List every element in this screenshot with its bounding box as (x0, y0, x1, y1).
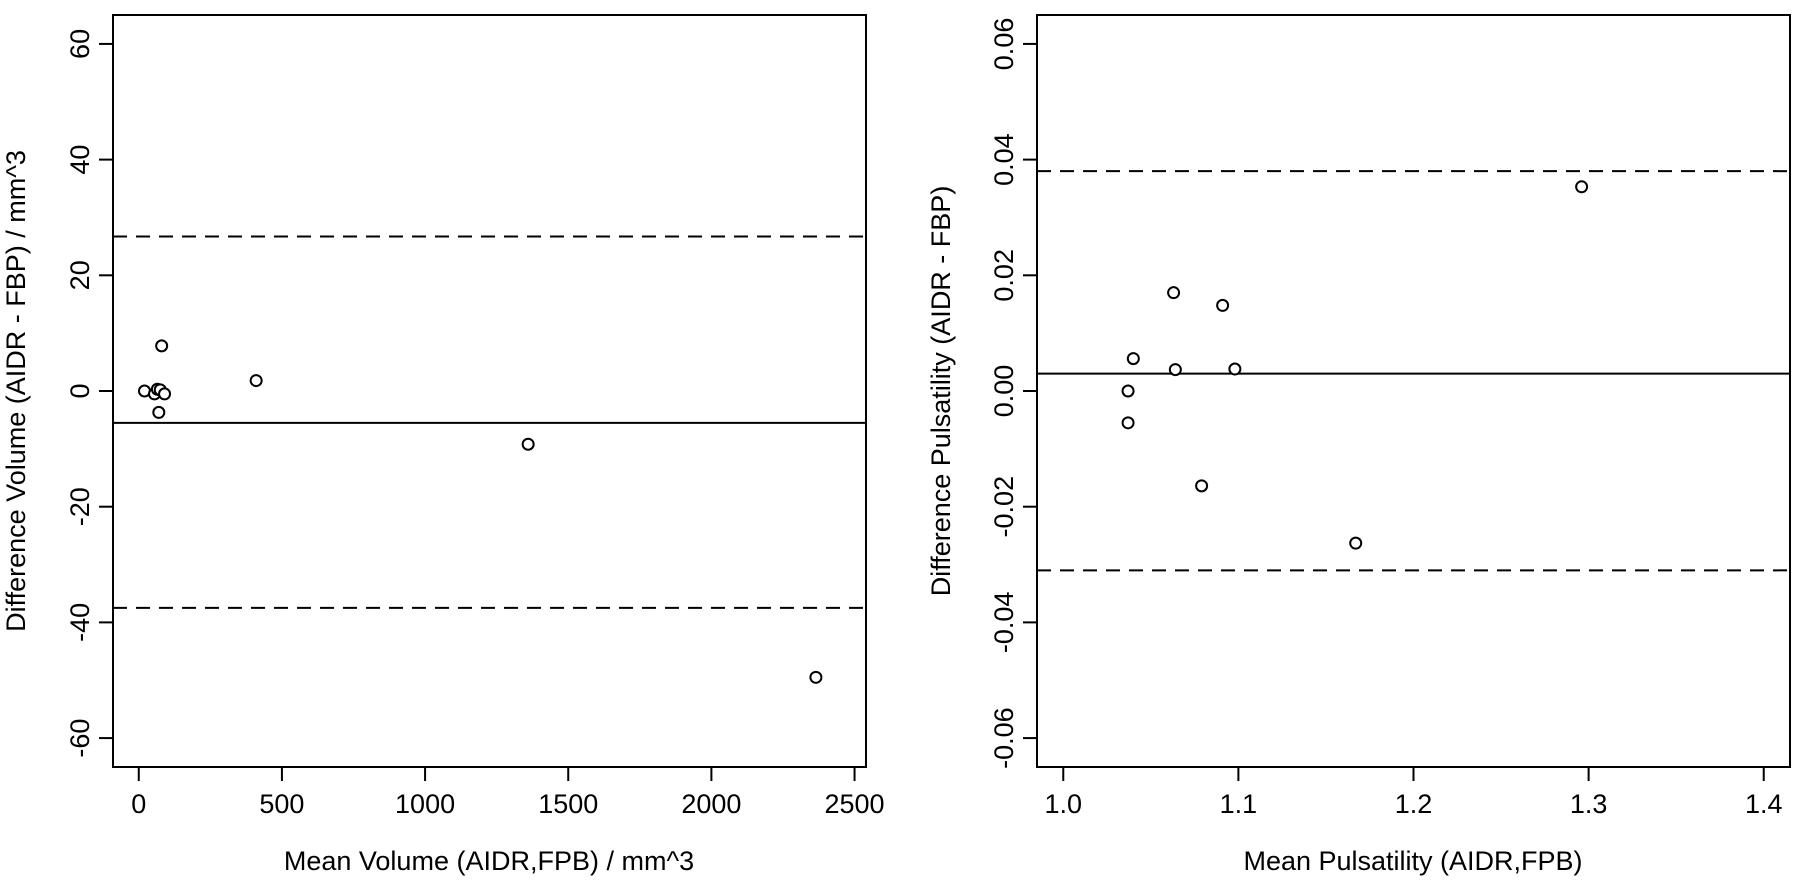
volume-panel: 0 500 1000 1500 2000 2500 -60 -40 -20 0 20 40 60 Me… (1, 14, 885, 876)
pulsatility-y-axis-label: Difference Pulsatility (AIDR - FBP) (926, 186, 956, 597)
data-point (152, 405, 166, 419)
pulsatility-reference-lines (1037, 170, 1790, 572)
volume-y-axis: -60 -40 -20 0 20 40 60 (65, 29, 113, 758)
volume-points (137, 339, 823, 684)
data-point (1168, 363, 1182, 377)
y-tick-label: -40 (65, 603, 95, 642)
data-point (155, 339, 169, 353)
volume-x-axis: 0 500 1000 1500 2000 2500 (131, 767, 885, 819)
y-tick-label: -60 (65, 719, 95, 758)
y-tick-label: -0.02 (989, 476, 1019, 538)
pulsatility-x-axis-label: Mean Pulsatility (AIDR,FPB) (1243, 846, 1582, 876)
y-tick-label: 60 (65, 29, 95, 59)
data-point (1167, 286, 1181, 300)
x-tick-label: 1.1 (1220, 789, 1258, 819)
y-tick-label: -0.06 (989, 707, 1019, 769)
x-tick-label: 1.4 (1745, 789, 1783, 819)
x-tick-label: 1000 (395, 789, 455, 819)
x-tick-label: 2500 (825, 789, 885, 819)
data-point (249, 374, 263, 388)
data-point (1216, 298, 1230, 312)
y-tick-label: 0 (65, 383, 95, 398)
y-tick-label: -0.04 (989, 592, 1019, 654)
pulsatility-y-axis: -0.06 -0.04 -0.02 0.00 0.02 0.04 0.06 (989, 18, 1037, 769)
data-point (1349, 536, 1363, 550)
data-point (1228, 362, 1242, 376)
x-tick-label: 0 (131, 789, 146, 819)
data-point (1121, 384, 1135, 398)
data-point (809, 670, 823, 684)
volume-y-axis-label: Difference Volume (AIDR - FBP) / mm^3 (1, 150, 31, 632)
y-tick-label: 0.02 (989, 249, 1019, 302)
volume-plot-frame (112, 14, 867, 768)
data-point (1575, 180, 1589, 194)
pulsatility-plot-frame (1036, 14, 1791, 768)
pulsatility-panel: 1.0 1.1 1.2 1.3 1.4 -0.06 -0.04 -0.02 0.00 0.02 0… (926, 14, 1791, 876)
pulsatility-x-axis: 1.0 1.1 1.2 1.3 1.4 (1044, 767, 1783, 819)
data-point (1195, 479, 1209, 493)
y-tick-label: 0.04 (989, 133, 1019, 186)
x-tick-label: 1500 (538, 789, 598, 819)
y-tick-label: 0.06 (989, 18, 1019, 71)
y-tick-label: 0.00 (989, 365, 1019, 418)
data-point (158, 387, 172, 401)
x-tick-label: 1.2 (1395, 789, 1433, 819)
y-tick-label: -20 (65, 487, 95, 526)
y-tick-label: 40 (65, 145, 95, 175)
x-tick-label: 1.3 (1570, 789, 1608, 819)
x-tick-label: 500 (259, 789, 304, 819)
volume-reference-lines (113, 235, 866, 609)
x-tick-label: 2000 (681, 789, 741, 819)
data-point (521, 437, 535, 451)
data-point (1126, 352, 1140, 366)
x-tick-label: 1.0 (1044, 789, 1082, 819)
pulsatility-points (1121, 180, 1589, 550)
data-point (1121, 416, 1135, 430)
volume-x-axis-label: Mean Volume (AIDR,FPB) / mm^3 (284, 846, 694, 876)
y-tick-label: 20 (65, 260, 95, 290)
